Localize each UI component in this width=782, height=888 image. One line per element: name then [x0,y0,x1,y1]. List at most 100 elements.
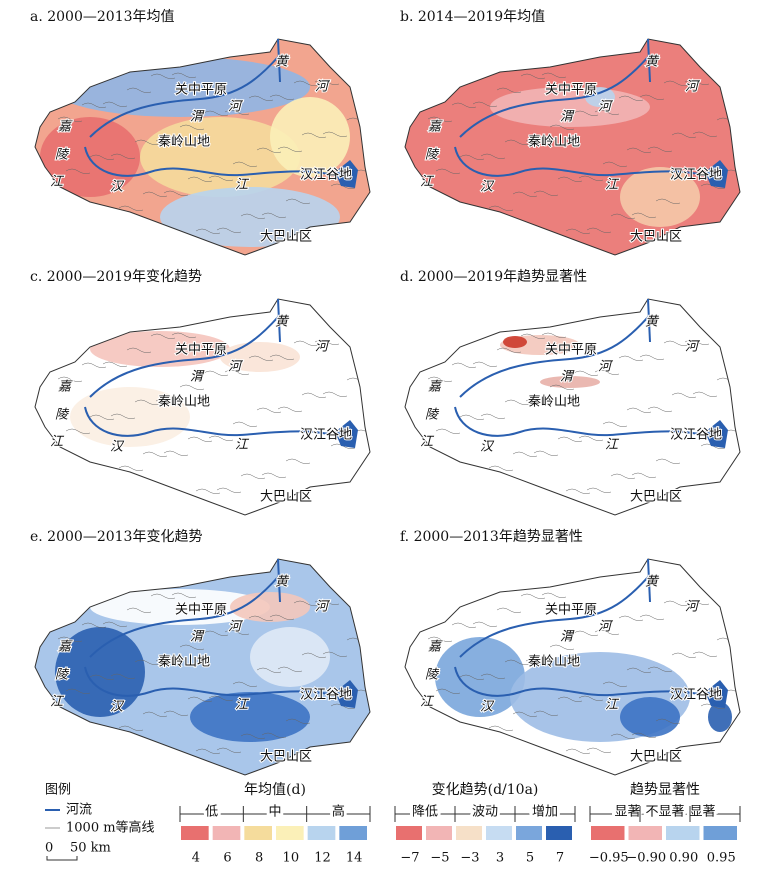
contour [240,213,266,219]
contour [639,354,665,360]
contour [504,659,530,665]
map [405,39,740,255]
contour [81,102,107,108]
contour [118,725,144,731]
contour [285,458,311,464]
river [89,576,279,658]
place-label: 黄 [645,575,660,590]
lake [705,160,728,188]
contour [639,94,665,100]
contour [557,436,583,442]
place-label: 渭 [190,110,205,125]
place-label: 关中平原 [175,603,227,618]
contour [443,740,469,746]
contour [565,488,591,494]
place-label: 渭 [560,630,575,645]
contour [89,414,115,420]
contour [179,644,205,650]
place-label: 大巴山区 [260,750,312,765]
class-label: 降低 [412,805,438,820]
contour [684,339,710,345]
contour [488,205,514,211]
map-patch [190,692,310,742]
contour [240,473,266,479]
place-label: 河 [685,600,701,615]
swatch [339,826,367,840]
class-label: 高 [332,804,345,820]
contour [65,168,91,174]
map-patch [585,87,615,107]
class-label: 增加 [532,805,558,820]
tick-label: −7 [400,851,419,866]
contour [203,110,229,116]
place-label: 汉 [110,180,125,195]
place-label: 江 [605,438,620,453]
contour [208,435,234,441]
contour [472,621,498,627]
contour [496,87,522,93]
swatch [396,826,422,840]
contour [533,190,559,196]
map-patch [140,117,300,197]
contour [171,332,197,338]
contour [647,146,673,152]
contour [618,615,644,621]
map-patch [250,627,330,687]
class-label: 低 [205,805,218,820]
contour [525,658,551,664]
place-label: 河 [315,80,331,95]
contour [338,65,364,71]
place-label: 黄 [645,55,660,70]
contour [195,748,221,754]
map-patch [90,331,230,367]
contour [322,391,348,397]
place-label: 江 [235,438,250,453]
contour [631,472,657,478]
scale-bar [46,856,78,861]
swatch [276,826,304,840]
contour [451,362,477,368]
place-label: 大巴山区 [630,490,682,505]
contour [549,124,575,130]
place-label: 陵 [55,148,70,163]
place-label: 汉 [480,700,495,715]
tick-label: 8 [255,851,263,866]
contour [480,673,506,679]
contour [49,324,75,330]
contour [150,593,176,599]
tick-label: 0.90 [669,851,698,866]
place-label: 河 [315,600,331,615]
contour [472,361,498,367]
contour [301,652,327,658]
contour [163,190,189,196]
contour [459,674,485,680]
contour [248,615,274,621]
place-label: 嘉 [428,120,443,135]
contour [118,205,144,211]
contour [195,488,221,494]
contour [224,369,250,375]
contour [179,384,205,390]
contour [49,64,75,70]
contour [118,465,144,471]
place-label: 河 [315,340,331,355]
map-patch [55,627,145,717]
place-label: 河 [598,100,614,115]
legend-heading: 年均值(d) [244,782,306,798]
place-label: 嘉 [58,380,73,395]
contour [338,585,364,591]
contour [520,73,546,79]
class-label: 显著 [614,805,640,820]
contour [248,95,274,101]
tick-label: 3 [496,851,504,866]
contour [512,451,538,457]
map [35,299,370,515]
place-label: 汉江谷地 [670,428,722,443]
contour [150,73,176,79]
contour [110,153,136,159]
contour [163,710,189,716]
contour [81,362,107,368]
place-label: 秦岭山地 [528,395,580,410]
contour [134,659,160,665]
